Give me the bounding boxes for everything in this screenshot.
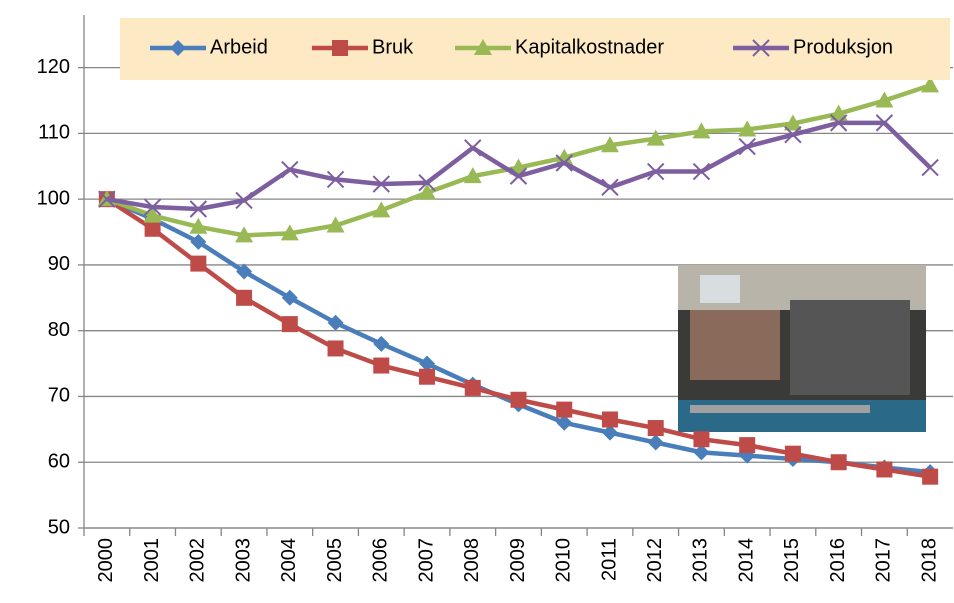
y-tick-label: 50 <box>48 516 70 538</box>
marker <box>145 221 161 237</box>
legend-label: Arbeid <box>210 36 268 58</box>
marker <box>693 431 709 447</box>
marker <box>332 40 348 56</box>
marker <box>739 437 755 453</box>
x-tick-label: 2009 <box>507 538 529 583</box>
y-tick-label: 80 <box>48 319 70 341</box>
x-tick-label: 2007 <box>415 538 437 583</box>
marker <box>282 316 298 332</box>
chart: 50 60 70 80 90 100 110 120 2000 2001 2002 2003 2004 2… <box>0 0 954 603</box>
y-tick-label: 110 <box>38 122 70 144</box>
legend-label: Produksjon <box>793 36 893 58</box>
y-tick-label: 60 <box>48 451 70 473</box>
marker <box>465 380 481 396</box>
x-tick-label: 2005 <box>324 538 346 583</box>
marker <box>465 140 481 156</box>
x-tick-label: 2001 <box>141 538 163 583</box>
x-tick-label: 2018 <box>918 538 940 583</box>
marker <box>648 420 664 436</box>
x-tick-label: 2000 <box>95 538 117 583</box>
x-tick-label: 2010 <box>553 538 575 583</box>
marker <box>922 160 938 176</box>
legend-label: Kapitalkostnader <box>515 36 664 58</box>
marker <box>373 358 389 374</box>
x-tick-label: 2013 <box>690 538 712 583</box>
x-tick-label: 2014 <box>735 538 757 583</box>
series <box>98 76 939 242</box>
x-tick-label: 2003 <box>232 538 254 583</box>
marker <box>876 461 892 477</box>
y-tick-label: 120 <box>37 56 70 78</box>
x-tick-label: 2015 <box>781 538 803 583</box>
marker <box>419 369 435 385</box>
marker <box>373 336 389 352</box>
x-tick-label: 2002 <box>187 538 209 583</box>
marker <box>648 435 664 451</box>
marker <box>831 454 847 470</box>
x-tick-label: 2017 <box>873 538 895 583</box>
x-tick-label: 2004 <box>278 538 300 583</box>
x-tick-label: 2008 <box>461 538 483 583</box>
marker <box>922 469 938 485</box>
marker <box>556 402 572 418</box>
marker <box>785 446 801 462</box>
y-tick-label: 100 <box>37 187 70 209</box>
marker <box>511 392 527 408</box>
legend-label: Bruk <box>372 36 414 58</box>
marker <box>236 290 252 306</box>
marker <box>190 256 206 272</box>
photo <box>678 265 926 432</box>
y-tick-label: 70 <box>48 385 70 407</box>
x-tick-label: 2011 <box>598 538 620 581</box>
marker <box>602 411 618 427</box>
x-tick-label: 2006 <box>370 538 392 583</box>
x-tick-label: 2016 <box>827 538 849 583</box>
marker <box>328 340 344 356</box>
x-tick-label: 2012 <box>644 538 666 583</box>
y-tick-label: 90 <box>48 253 70 275</box>
